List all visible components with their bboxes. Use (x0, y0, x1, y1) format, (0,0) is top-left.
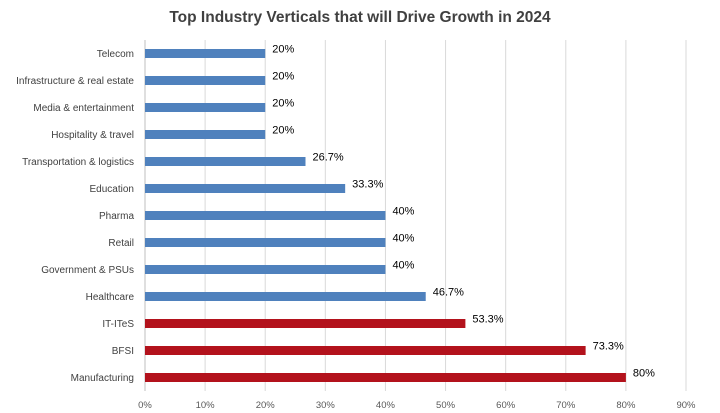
bar-hospitality-travel (145, 130, 266, 139)
x-tick-label: 50% (436, 400, 456, 411)
data-label: 73.3% (593, 341, 624, 353)
x-tick-label: 70% (556, 400, 576, 411)
bar-telecom (145, 49, 266, 58)
x-tick-label: 30% (316, 400, 336, 411)
x-tick-label: 90% (676, 400, 696, 411)
category-label: IT-ITeS (102, 319, 134, 330)
category-label: Education (90, 184, 134, 195)
category-label: Government & PSUs (41, 265, 134, 276)
category-label: Manufacturing (71, 373, 134, 384)
data-label: 33.3% (352, 179, 383, 191)
data-label: 40% (392, 233, 414, 245)
data-label: 20% (272, 98, 294, 110)
data-label: 26.7% (312, 152, 343, 164)
bar-transportation-logistics (145, 157, 306, 166)
bars (145, 49, 626, 382)
bar-retail (145, 238, 386, 247)
category-label: Media & entertainment (33, 103, 134, 114)
category-label: Hospitality & travel (51, 130, 134, 141)
data-label: 46.7% (433, 287, 464, 299)
bar-bfsi (145, 346, 586, 355)
data-label: 20% (272, 71, 294, 83)
category-label: Healthcare (86, 292, 135, 303)
bar-pharma (145, 211, 386, 220)
data-label: 53.3% (472, 314, 503, 326)
category-label: BFSI (112, 346, 134, 357)
x-tick-label: 60% (496, 400, 516, 411)
bar-education (145, 184, 346, 193)
x-axis-ticks: 0% 10% 20% 30% 40% 50% 60% 70% 80% 90% (138, 400, 696, 411)
x-tick-label: 0% (138, 400, 152, 411)
x-tick-label: 10% (196, 400, 216, 411)
bar-it-ites (145, 319, 466, 328)
x-tick-label: 80% (616, 400, 636, 411)
data-label: 40% (392, 260, 414, 272)
x-tick-label: 20% (256, 400, 276, 411)
chart-title: Top Industry Verticals that will Drive G… (169, 9, 551, 26)
data-labels: 20% 20% 20% 20% 26.7% 33.3% 40% 40% 40% 46.7% 53.3… (272, 44, 655, 380)
bar-media-entertainment (145, 103, 266, 112)
category-label: Telecom (97, 49, 134, 60)
data-label: 20% (272, 44, 294, 56)
data-label: 80% (633, 368, 655, 380)
category-label: Infrastructure & real estate (16, 76, 134, 87)
category-label: Transportation & logistics (22, 157, 134, 168)
data-label: 40% (392, 206, 414, 218)
bar-healthcare (145, 292, 426, 301)
category-labels: Telecom Infrastructure & real estate Media… (16, 49, 134, 384)
data-label: 20% (272, 125, 294, 137)
bar-government-psus (145, 265, 386, 274)
category-label: Retail (108, 238, 134, 249)
x-tick-label: 40% (376, 400, 396, 411)
category-label: Pharma (99, 211, 134, 222)
bar-infrastructure-real-estate (145, 76, 266, 85)
bar-manufacturing (145, 373, 626, 382)
